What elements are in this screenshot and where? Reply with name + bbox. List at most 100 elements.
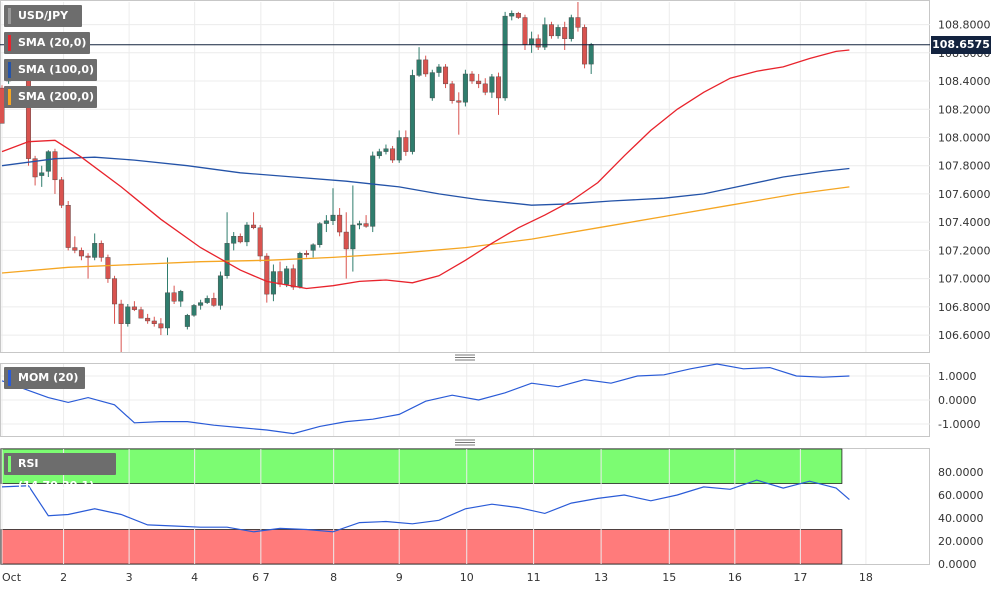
- candle: [78, 247, 84, 261]
- candle: [409, 69, 415, 155]
- candle: [343, 212, 349, 279]
- mom-resize-handle[interactable]: [455, 354, 475, 361]
- candle: [568, 14, 574, 42]
- candle: [198, 299, 204, 310]
- x-tick-label: 10: [460, 571, 474, 584]
- candle-body: [138, 309, 144, 319]
- candle: [237, 233, 243, 244]
- candle: [330, 188, 336, 225]
- x-tick-label: 17: [793, 571, 807, 584]
- candle: [515, 11, 521, 19]
- sma100-line: [1, 156, 850, 206]
- candle-body: [396, 137, 402, 161]
- candle: [65, 200, 71, 251]
- candle: [337, 208, 343, 237]
- candle: [575, 2, 581, 32]
- candle-body: [85, 255, 91, 258]
- legend-sma200[interactable]: SMA (200,0): [4, 86, 97, 108]
- candle: [356, 220, 362, 230]
- legend-mom[interactable]: MOM (20): [4, 367, 85, 389]
- candle-body: [323, 220, 329, 224]
- candle-body: [52, 151, 58, 181]
- candle-body: [191, 305, 197, 316]
- candle-body: [343, 231, 349, 250]
- candle: [39, 165, 45, 187]
- candle: [436, 64, 442, 77]
- legend-symbol-label: USD/JPY: [18, 9, 69, 22]
- candle: [323, 215, 329, 233]
- price-y-tick-label: 108.8000: [938, 19, 991, 32]
- candle: [118, 299, 124, 352]
- candle: [92, 233, 98, 261]
- candle-body: [184, 315, 190, 327]
- price-panel-frame: [0, 0, 930, 353]
- candle: [476, 73, 482, 89]
- y-axis-ticks: 108.8000108.6000108.4000108.2000108.0000…: [938, 19, 991, 571]
- rsi-overbought-band: [0, 448, 843, 484]
- candle-body: [423, 59, 429, 75]
- candle-body: [217, 275, 223, 306]
- x-tick-label: 11: [527, 571, 541, 584]
- candle: [151, 316, 157, 327]
- candle: [449, 81, 455, 104]
- price-y-tick-label: 106.8000: [938, 301, 991, 314]
- candle-body: [72, 247, 78, 251]
- price-y-tick-label: 108.4000: [938, 75, 991, 88]
- candle-body: [363, 223, 369, 227]
- candle-body: [449, 83, 455, 101]
- candle-body: [317, 223, 323, 245]
- candle-body: [290, 268, 296, 288]
- rsi-bands: [0, 448, 843, 565]
- candle-body: [118, 303, 124, 324]
- candle-body: [370, 155, 376, 227]
- candle-body: [231, 236, 237, 244]
- price-y-tick-label: 107.6000: [938, 188, 991, 201]
- price-y-tick-label: 107.8000: [938, 160, 991, 173]
- candle-body: [32, 158, 38, 178]
- candle: [535, 34, 541, 50]
- rsi-resize-handle[interactable]: [455, 439, 475, 446]
- candle: [264, 253, 270, 303]
- candle: [105, 254, 111, 283]
- candle-body: [515, 13, 521, 18]
- candle: [59, 177, 65, 209]
- candle: [297, 251, 303, 289]
- candle-body: [535, 38, 541, 48]
- legend-sma20[interactable]: SMA (20,0): [4, 32, 90, 54]
- x-tick-label: 8: [330, 571, 337, 584]
- current-price-tag: 108.6575: [931, 35, 991, 54]
- legend-sma100[interactable]: SMA (100,0): [4, 59, 97, 81]
- candle-body: [575, 17, 581, 28]
- candle-body: [376, 151, 382, 157]
- candle: [509, 10, 515, 21]
- candle-body: [204, 298, 210, 303]
- legend-symbol[interactable]: USD/JPY: [4, 5, 82, 27]
- candle: [396, 130, 402, 163]
- mom-line: [1, 363, 850, 435]
- candle-body: [131, 306, 137, 310]
- legend-sma20-label: SMA (20,0): [18, 36, 87, 49]
- price-y-tick-label: 108.0000: [938, 131, 991, 144]
- x-tick-label: 18: [859, 571, 873, 584]
- x-tick-label: 6 7: [252, 571, 270, 584]
- candle: [231, 232, 237, 251]
- candle: [429, 69, 435, 101]
- candle-body: [568, 17, 574, 39]
- candle: [251, 212, 257, 230]
- candle: [416, 47, 422, 77]
- candle: [178, 289, 184, 307]
- legend-rsi[interactable]: RSI (14,70,30,1): [4, 453, 116, 492]
- candle: [548, 21, 554, 39]
- candle-body: [356, 223, 362, 226]
- candle-body: [529, 38, 535, 45]
- candle: [52, 148, 58, 194]
- sma200-line: [1, 186, 850, 274]
- candle-body: [310, 244, 316, 251]
- candle-body: [462, 73, 468, 103]
- grid: [1, 2, 930, 564]
- mom-y-tick-label: 1.0000: [938, 370, 977, 383]
- candle-body: [105, 257, 111, 279]
- candle-body: [244, 224, 250, 243]
